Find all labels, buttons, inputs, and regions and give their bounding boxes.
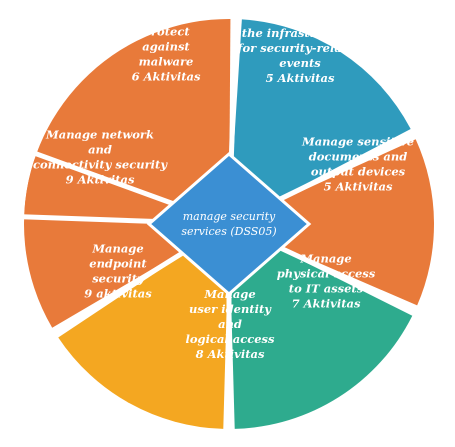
segment-label-line: to IT assets [289, 282, 364, 296]
segment-wedge [229, 224, 413, 429]
segment-label-line: 7 Aktivitas [292, 297, 361, 311]
segment-label-line: connectivity security [33, 158, 168, 172]
segment-label-line: events [279, 56, 321, 70]
center-label-line: services (DSS05) [181, 225, 276, 238]
segment-label-line: Manage [91, 242, 143, 256]
center-diamond: manage security services (DSS05) [146, 152, 312, 296]
segment-label-line: malware [139, 55, 194, 69]
segment-label-line: against [142, 40, 190, 54]
center-label-line: manage security [183, 210, 276, 223]
segment-label-line: endpoint [89, 257, 147, 271]
segment-label-line: 5 Aktivitas [266, 71, 335, 85]
segment-label-line: 5 Aktivitas [324, 180, 393, 194]
segment-label-line: Manage network [45, 128, 154, 142]
center-diamond-shape [146, 152, 312, 296]
segment-label-line: Protect [141, 25, 190, 39]
segment-label-line: and [88, 143, 112, 157]
segment-label-line: the infrastructure [242, 26, 358, 40]
segment-wedge [229, 19, 411, 225]
segment-label-line: Monitor [273, 11, 327, 25]
segment-wedge [229, 139, 435, 306]
segment-label-line: 6 Aktivitas [132, 70, 201, 84]
segment-label-line: physical access [277, 267, 376, 281]
segment-label-line: for security-related [237, 41, 363, 55]
segment-wedge [58, 224, 229, 429]
segment-label-line: documents and [309, 150, 408, 164]
